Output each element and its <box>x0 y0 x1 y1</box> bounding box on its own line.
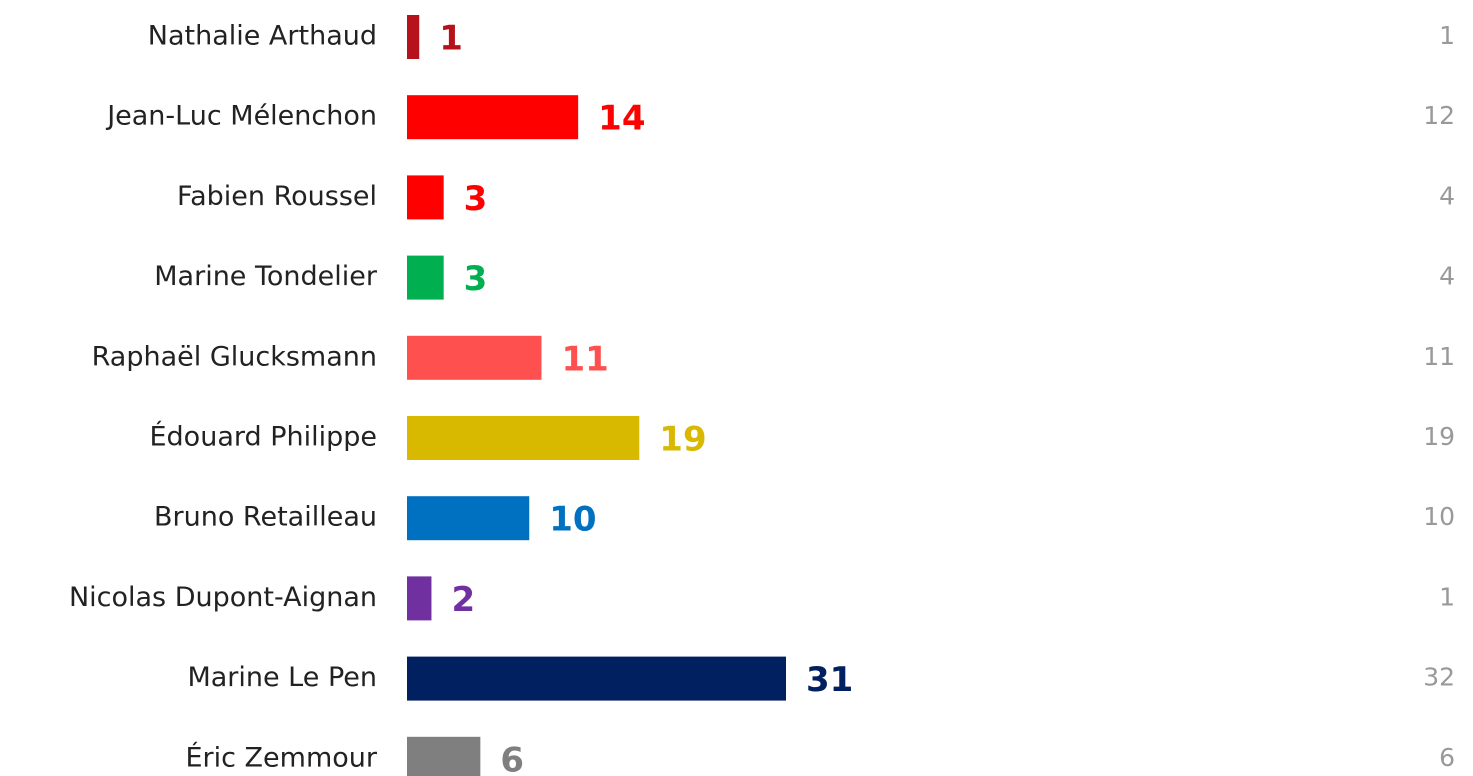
category-label: Raphaël Glucksmann <box>92 341 377 372</box>
data-label: 3 <box>464 259 488 299</box>
category-label: Nicolas Dupont-Aignan <box>69 582 377 613</box>
bar <box>407 175 444 220</box>
category-label: Bruno Retailleau <box>154 502 377 533</box>
comparison-value: 10 <box>1423 502 1455 531</box>
category-label: Marine Tondelier <box>154 261 378 292</box>
data-label: 10 <box>549 500 596 540</box>
bar <box>407 496 530 541</box>
comparison-value: 6 <box>1439 743 1455 772</box>
comparison-value: 4 <box>1439 181 1455 210</box>
category-label: Édouard Philippe <box>149 421 377 453</box>
comparison-value: 1 <box>1439 582 1455 611</box>
category-label: Éric Zemmour <box>185 741 377 773</box>
data-label: 11 <box>561 339 608 379</box>
data-label: 31 <box>806 660 853 700</box>
data-label: 1 <box>439 19 463 59</box>
bar <box>407 736 481 776</box>
bar <box>407 255 444 300</box>
data-label: 6 <box>500 740 524 776</box>
category-label: Nathalie Arthaud <box>148 21 377 52</box>
category-label: Fabien Roussel <box>177 181 377 212</box>
bar <box>407 335 542 380</box>
bar <box>407 15 420 59</box>
bar <box>407 416 640 460</box>
data-label: 19 <box>659 420 706 460</box>
bar <box>407 656 786 701</box>
comparison-value: 19 <box>1423 422 1455 451</box>
comparison-value: 32 <box>1423 663 1455 692</box>
comparison-value: 11 <box>1423 342 1455 371</box>
data-label: 3 <box>464 179 488 219</box>
bar <box>407 576 432 621</box>
bar <box>407 95 579 140</box>
comparison-value: 12 <box>1423 101 1455 130</box>
category-label: Jean-Luc Mélenchon <box>105 101 377 132</box>
comparison-value: 4 <box>1439 262 1455 291</box>
data-label: 14 <box>598 99 645 139</box>
comparison-value: 1 <box>1439 21 1455 50</box>
category-label: Marine Le Pen <box>187 662 377 693</box>
data-label: 2 <box>451 580 475 620</box>
